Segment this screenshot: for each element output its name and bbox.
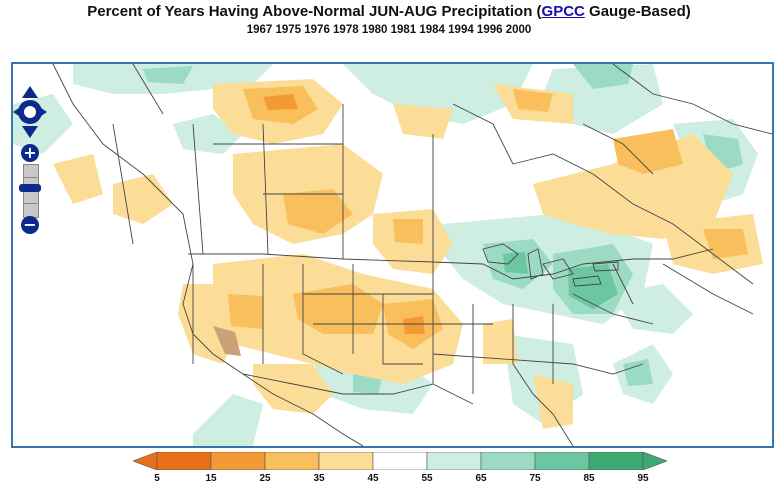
color-legend: 5 15 25 35 45 55 65 75 85 95 — [133, 452, 667, 484]
legend-label: 65 — [475, 473, 487, 484]
legend-color-bar — [133, 452, 667, 470]
political-boundaries — [52, 64, 772, 446]
year-list: 1967 1975 1976 1978 1980 1981 1984 1994 … — [246, 24, 532, 36]
below-normal-mid-areas — [228, 86, 748, 349]
pan-control[interactable] — [13, 86, 47, 138]
legend-label: 35 — [313, 473, 325, 484]
map-panel[interactable] — [11, 62, 774, 448]
title-suffix: Gauge-Based) — [584, 3, 691, 20]
legend-label: 85 — [583, 473, 595, 484]
title-prefix: Percent of Years Having Above-Normal JUN… — [87, 3, 542, 20]
precipitation-map[interactable] — [13, 64, 772, 446]
chart-title: Percent of Years Having Above-Normal JUN… — [0, 3, 778, 20]
legend-label: 45 — [367, 473, 379, 484]
legend-label: 75 — [529, 473, 541, 484]
gpcc-link[interactable]: GPCC — [541, 3, 585, 20]
below-normal-brown-area — [213, 326, 241, 356]
zoom-out-button[interactable]: − — [21, 216, 39, 234]
legend-label: 15 — [205, 473, 217, 484]
map-navigation: + − — [13, 86, 47, 236]
below-normal-high-areas — [263, 94, 425, 334]
legend-label: 95 — [637, 473, 649, 484]
legend-label: 55 — [421, 473, 433, 484]
legend-label: 25 — [259, 473, 271, 484]
zoom-in-button[interactable]: + — [21, 144, 39, 162]
legend-label: 5 — [154, 473, 160, 484]
zoom-slider-handle[interactable] — [19, 184, 41, 192]
great-lakes — [482, 243, 619, 287]
